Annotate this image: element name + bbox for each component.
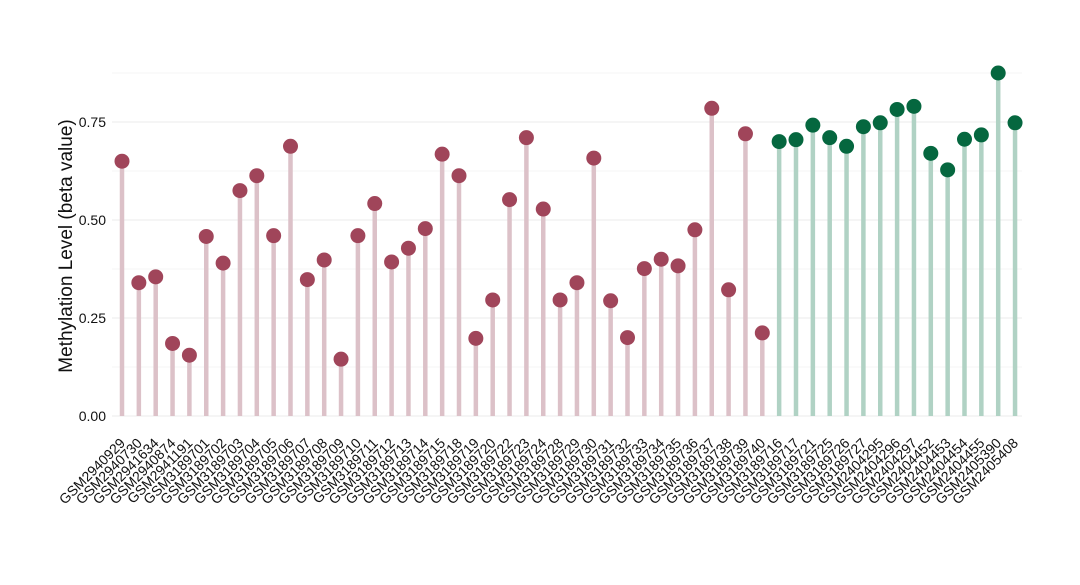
data-point xyxy=(569,275,585,291)
data-point xyxy=(923,145,939,161)
data-point xyxy=(872,115,888,131)
data-point xyxy=(990,65,1006,81)
data-point xyxy=(771,134,787,150)
data-point xyxy=(283,138,298,154)
y-tick-label: 0.00 xyxy=(79,408,106,424)
data-point xyxy=(367,196,383,212)
data-point xyxy=(822,130,838,146)
data-point xyxy=(114,153,130,169)
data-point xyxy=(940,162,956,178)
data-point xyxy=(350,228,366,244)
data-point xyxy=(889,101,905,117)
data-point xyxy=(148,269,164,285)
data-point xyxy=(417,221,433,237)
data-point xyxy=(973,127,989,143)
stems xyxy=(119,73,1018,416)
data-point xyxy=(754,325,770,341)
data-point xyxy=(653,251,669,267)
data-point xyxy=(636,261,652,277)
data-point xyxy=(721,282,737,298)
data-point xyxy=(400,240,416,256)
data-point xyxy=(670,258,686,274)
y-axis-label: Methylation Level (beta value) xyxy=(56,119,77,372)
data-point xyxy=(603,293,619,309)
data-point xyxy=(333,351,349,367)
data-point xyxy=(535,201,551,217)
data-point xyxy=(131,275,147,291)
data-point xyxy=(232,183,248,199)
data-point xyxy=(518,130,534,146)
y-tick-label: 0.50 xyxy=(79,212,106,228)
data-point xyxy=(468,330,484,346)
data-point xyxy=(552,292,568,308)
data-point xyxy=(502,192,518,208)
grid-lines xyxy=(112,72,1022,417)
x-axis-ticks: GSM2940929GSM2940730GSM2941634GSM2940874… xyxy=(56,435,1022,508)
data-point xyxy=(788,132,804,148)
y-tick-label: 0.25 xyxy=(79,310,106,326)
data-point xyxy=(198,228,214,244)
data-point xyxy=(839,138,855,154)
data-point xyxy=(704,100,720,116)
data-point xyxy=(165,335,181,351)
data-point xyxy=(316,252,332,268)
data-point xyxy=(249,168,265,184)
data-point xyxy=(485,292,501,308)
data-point xyxy=(957,131,972,147)
data-point xyxy=(805,117,821,133)
data-point xyxy=(1007,115,1023,131)
data-point xyxy=(855,119,871,135)
data-point xyxy=(181,347,197,363)
data-point xyxy=(384,254,400,270)
data-point xyxy=(215,255,231,271)
y-tick-label: 0.75 xyxy=(79,114,106,130)
y-axis-ticks: 0.00 0.25 0.50 0.75 xyxy=(79,114,106,424)
data-point xyxy=(434,146,450,162)
data-point xyxy=(737,126,753,142)
data-point xyxy=(586,150,602,166)
data-point xyxy=(266,228,282,244)
data-point xyxy=(299,272,315,288)
data-point xyxy=(687,222,703,238)
data-point xyxy=(620,330,635,346)
data-point xyxy=(906,98,922,114)
points xyxy=(114,65,1023,367)
data-point xyxy=(451,168,467,184)
